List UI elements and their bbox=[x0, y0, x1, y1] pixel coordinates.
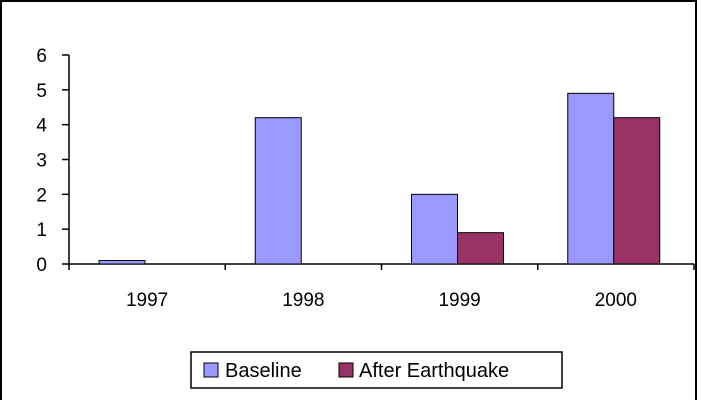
bar-baseline-1999 bbox=[411, 193, 458, 265]
legend-box bbox=[190, 351, 563, 389]
legend-label-after-earthquake: After Earthquake bbox=[359, 360, 509, 382]
x-tick-label: 1999 bbox=[438, 290, 480, 311]
legend-swatch-after-earthquake bbox=[338, 362, 354, 378]
bars bbox=[98, 92, 661, 265]
x-tick-label: 1997 bbox=[126, 290, 168, 311]
x-tick-label: 1998 bbox=[282, 290, 324, 311]
legend-swatch-baseline bbox=[203, 362, 219, 378]
bar-after-earthquake-1999 bbox=[457, 232, 504, 265]
y-tick-label: 0 bbox=[36, 255, 47, 276]
y-tick-label: 4 bbox=[36, 116, 47, 137]
bar-after-earthquake-2000 bbox=[613, 117, 661, 265]
y-tick-label: 2 bbox=[36, 185, 47, 206]
bar-baseline-1998 bbox=[254, 117, 302, 265]
y-axis: 0 1 2 3 4 5 6 bbox=[36, 46, 70, 276]
y-tick-label: 5 bbox=[36, 81, 47, 102]
legend-label-baseline: Baseline bbox=[225, 360, 302, 382]
y-tick-label: 3 bbox=[36, 151, 47, 172]
y-tick-label: 1 bbox=[36, 220, 47, 241]
bar-baseline-2000 bbox=[567, 92, 615, 265]
x-axis: 1997 1998 1999 2000 bbox=[68, 263, 695, 311]
legend: Baseline After Earthquake bbox=[190, 351, 563, 389]
x-tick-label: 2000 bbox=[595, 290, 637, 311]
y-tick-label: 6 bbox=[36, 46, 47, 67]
bar-baseline-1997 bbox=[98, 260, 146, 265]
